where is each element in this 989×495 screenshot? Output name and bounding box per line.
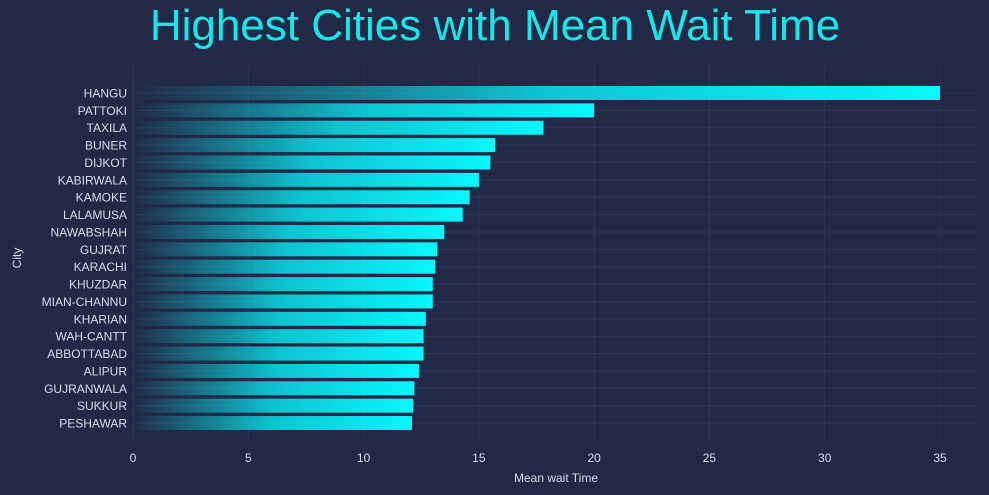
bar-gujrat bbox=[133, 242, 438, 257]
bar-taxila bbox=[133, 120, 544, 135]
x-tick-label: 5 bbox=[245, 451, 252, 465]
bar-karachi bbox=[133, 259, 436, 274]
y-tick-labels: HANGU PATTOKI TAXILA BUNER DIJKOT KABIRWALA KA… bbox=[42, 87, 128, 431]
x-tick-label: 15 bbox=[472, 451, 486, 465]
y-tick-label: NAWABSHAH bbox=[51, 225, 127, 239]
y-axis-label: City bbox=[10, 248, 24, 269]
x-tick-label: 30 bbox=[818, 451, 832, 465]
bars-group bbox=[133, 86, 940, 431]
y-tick-label: KABIRWALA bbox=[58, 173, 127, 187]
bar-gujranwala bbox=[133, 381, 415, 396]
x-tick-labels: 0 5 10 15 20 25 30 35 bbox=[130, 451, 947, 465]
y-tick-label: KHUZDAR bbox=[69, 278, 127, 292]
bar-pattoki bbox=[133, 103, 595, 118]
y-tick-label: MIAN-CHANNU bbox=[42, 295, 127, 309]
bar-hangu bbox=[133, 86, 940, 100]
y-tick-label: HANGU bbox=[84, 87, 127, 101]
bar-kharian bbox=[133, 311, 426, 326]
bar-alipur bbox=[133, 363, 419, 378]
y-tick-label: TAXILA bbox=[87, 121, 127, 135]
bar-kamoke bbox=[133, 190, 470, 205]
bar-buner bbox=[133, 138, 495, 153]
x-tick-label: 20 bbox=[587, 451, 601, 465]
chart-title: Highest Cities with Mean Wait Time bbox=[150, 1, 840, 50]
bar-sukkur bbox=[133, 398, 414, 413]
y-tick-label: LALAMUSA bbox=[63, 208, 127, 222]
y-tick-label: BUNER bbox=[85, 139, 127, 153]
bar-wah-cantt bbox=[133, 329, 424, 344]
y-tick-label: GUJRAT bbox=[80, 243, 128, 257]
bar-kabirwala bbox=[133, 172, 479, 187]
y-tick-label: KAMOKE bbox=[76, 191, 127, 205]
y-tick-label: SUKKUR bbox=[77, 399, 127, 413]
bar-peshawar bbox=[133, 416, 412, 431]
bar-dijkot bbox=[133, 155, 491, 170]
y-tick-label: KHARIAN bbox=[74, 312, 127, 326]
y-tick-label: WAH-CANTT bbox=[55, 330, 127, 344]
bar-khuzdar bbox=[133, 277, 433, 292]
bar-lalamusa bbox=[133, 207, 463, 222]
x-tick-label: 10 bbox=[357, 451, 371, 465]
x-tick-label: 25 bbox=[703, 451, 717, 465]
y-tick-label: PESHAWAR bbox=[59, 417, 127, 431]
x-axis-label: Mean wait Time bbox=[514, 471, 598, 485]
x-tick-label: 0 bbox=[130, 451, 137, 465]
bar-nawabshah bbox=[133, 224, 445, 239]
y-tick-label: PATTOKI bbox=[78, 104, 127, 118]
x-tick-label: 35 bbox=[933, 451, 947, 465]
bar-abbottabad bbox=[133, 346, 424, 361]
bar-mian-channu bbox=[133, 294, 433, 309]
y-tick-label: KARACHI bbox=[74, 260, 127, 274]
y-tick-label: DIJKOT bbox=[84, 156, 127, 170]
y-tick-label: ALIPUR bbox=[84, 364, 128, 378]
y-tick-label: ABBOTTABAD bbox=[47, 347, 127, 361]
y-tick-label: GUJRANWALA bbox=[44, 382, 127, 396]
